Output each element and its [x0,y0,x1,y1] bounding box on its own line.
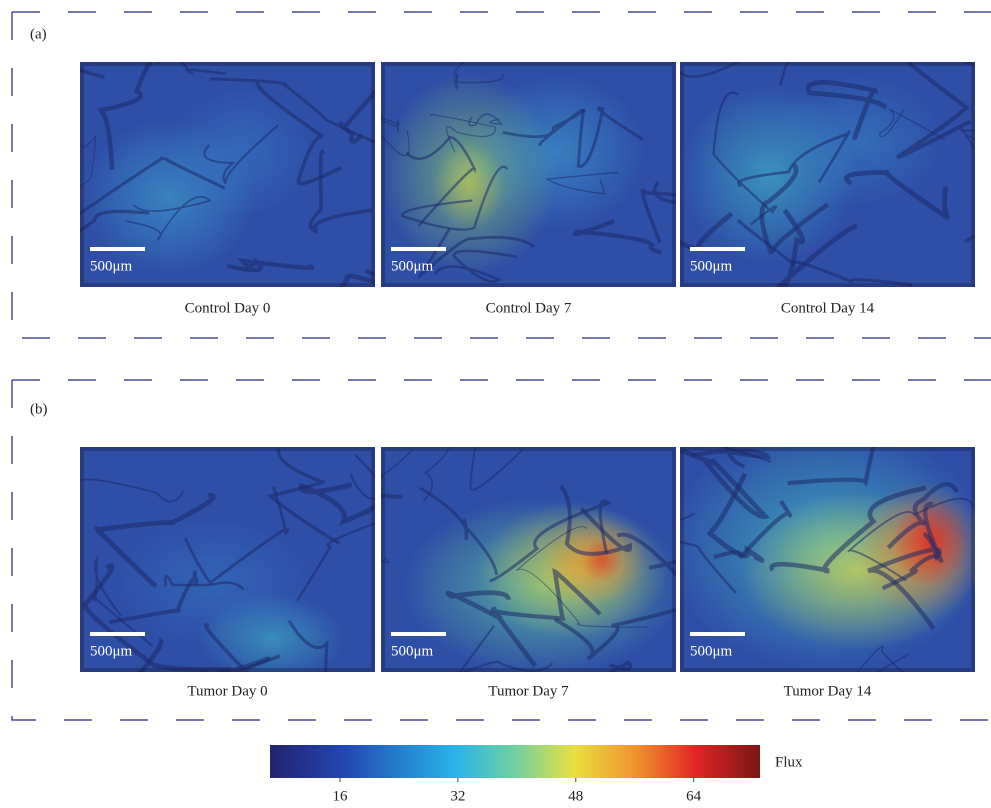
colorbar-tick-label: 64 [686,788,702,804]
colorbar [270,745,760,778]
caption: Tumor Day 7 [488,683,569,699]
vessel [837,0,975,65]
image [9,0,424,328]
caption: Control Day 14 [781,300,875,316]
scale-bar-label: 500μm [90,258,133,274]
caption: Tumor Day 0 [187,683,267,699]
colorbar-label: Flux [775,754,803,770]
image [632,405,991,691]
caption: Tumor Day 14 [784,683,872,699]
panel-label: (a) [30,26,47,42]
caption: Control Day 7 [486,300,572,316]
scale-bar-label: 500μm [90,643,133,659]
panel-label: (b) [30,401,48,417]
vessel [550,662,630,741]
caption: Control Day 0 [185,300,271,316]
image [21,447,417,721]
colorbar-tick-label: 16 [333,788,349,804]
scale-bar-label: 500μm [391,258,434,274]
scale-bar-label: 500μm [391,643,434,659]
scale-bar-label: 500μm [690,643,733,659]
scale-bar-label: 500μm [690,258,733,274]
figure: (a) 500μm Control Day 0 500μm Control Day 7 5… [0,0,991,808]
heat [470,73,647,231]
colorbar-tick-label: 48 [568,788,583,804]
colorbar-tick-label: 32 [450,788,465,804]
